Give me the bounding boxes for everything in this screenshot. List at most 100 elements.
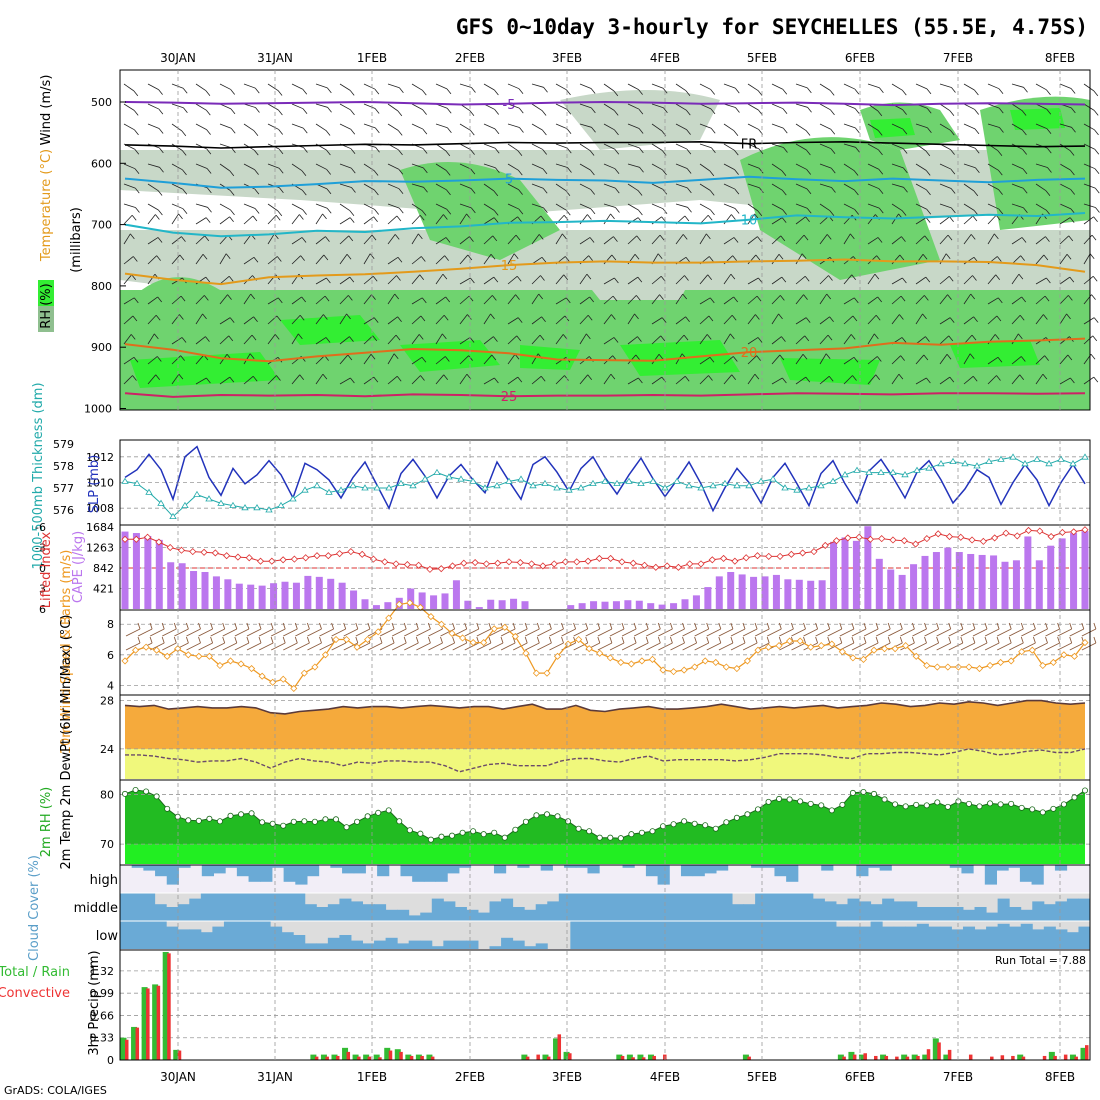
wind-barb-flag [468,355,473,361]
precip-convective-bar [314,1056,319,1060]
wind-barb-flag [421,297,427,304]
cloud-bar [570,893,583,921]
w10-barb-flag [585,622,589,630]
li-point [832,537,841,545]
wind-barb-flag [854,88,860,95]
wind-barb [531,293,540,305]
rh2-tick-label: 80 [100,788,114,801]
wind-barb [1011,356,1022,365]
wind-barb [291,296,302,305]
wind-barb [507,163,519,171]
wind-barb [267,163,280,169]
cloud-bar [762,865,775,868]
wind-barb-flag [418,233,423,240]
wind-barb [387,234,396,245]
w10-barb [428,628,443,637]
wind-barb [723,203,736,209]
wind-barb [555,356,567,365]
wind-barb [963,275,973,285]
li-point [336,550,344,558]
wind-barb-flag [133,357,139,363]
w10-point [163,652,171,660]
wind-barb [147,163,160,168]
wind-barb [963,293,972,305]
wind-barb [243,293,252,305]
w10-barb [295,642,310,651]
wind-barb-flag [994,334,1000,340]
wind-barb-flag [682,293,688,300]
wind-barb [291,83,303,90]
wind-barb [675,234,684,245]
date-label-top: 7FEB [943,51,973,65]
wind-barb-flag [995,274,1001,281]
wind-barb [1035,295,1046,305]
w10-barb-flag [972,622,976,630]
w10-barb [779,628,794,637]
wind-barb-flag [756,355,761,361]
wind-barb-flag [735,107,740,113]
wind-barb-flag [178,373,184,380]
wind-barb-flag [134,168,140,174]
wind-barb [483,235,494,245]
w10-barb-flag [1032,636,1036,644]
cloud-bar [1054,865,1068,871]
wind-barb-flag [229,317,235,323]
wind-barb [627,163,640,168]
wind-barb-flag [469,129,475,136]
cape-bar [178,563,186,609]
w10-barb-flag [452,636,456,644]
w10-barb-flag [657,636,661,644]
wind-barb [651,183,663,190]
wind-barb [747,203,759,212]
cloud-bar [166,865,179,885]
w10-barb-flag [464,622,468,630]
w10-point [997,658,1005,666]
wind-barb-flag [1071,107,1076,114]
wind-barb-flag [1043,254,1049,261]
cloud-bar [824,921,837,949]
wind-barb-flag [518,107,524,114]
precip-total-bar [880,1054,887,1060]
wind-barb-flag [322,373,328,380]
thickness-point [937,460,945,467]
li-point [528,560,536,568]
wind-barb-flag [326,208,332,214]
wind-barb [411,315,422,325]
li-point [618,558,626,566]
wind-barb [435,356,446,365]
wind-barb [147,374,157,385]
cloud-bar [996,865,1009,871]
w10-point [480,639,488,647]
wind-barb-flag [590,208,596,215]
wind-barb [363,123,376,129]
wind-barb-flag [419,274,425,281]
li-point [561,558,570,566]
wind-barb [1083,376,1095,385]
thickness-point [205,495,213,502]
wind-barb-flag [155,314,161,321]
rh2-point [955,798,962,805]
wind-barb-flag [852,375,857,381]
li-point [652,563,660,571]
w10-barb [694,642,709,651]
cloud-bar [342,865,355,874]
li-point [742,554,750,562]
cape-bar [738,574,746,609]
rh2-point [216,818,223,825]
wind-barb [147,296,158,305]
wind-barb-flag [179,314,184,320]
wind-barb-flag [998,107,1004,114]
wind-barb-flag [347,354,353,361]
wind-barb-flag [205,217,211,223]
w10-point [944,663,952,671]
wind-barb [483,217,495,225]
wind-barb [891,183,904,188]
wind-barb [243,103,256,108]
li-point [234,553,242,561]
wind-barb [963,234,972,245]
precip-convective-bar [1074,1056,1078,1060]
wind-barb-flag [493,336,498,342]
cloud-bar [778,921,791,949]
thickness-point [685,482,693,489]
wind-barb-flag [638,108,644,115]
